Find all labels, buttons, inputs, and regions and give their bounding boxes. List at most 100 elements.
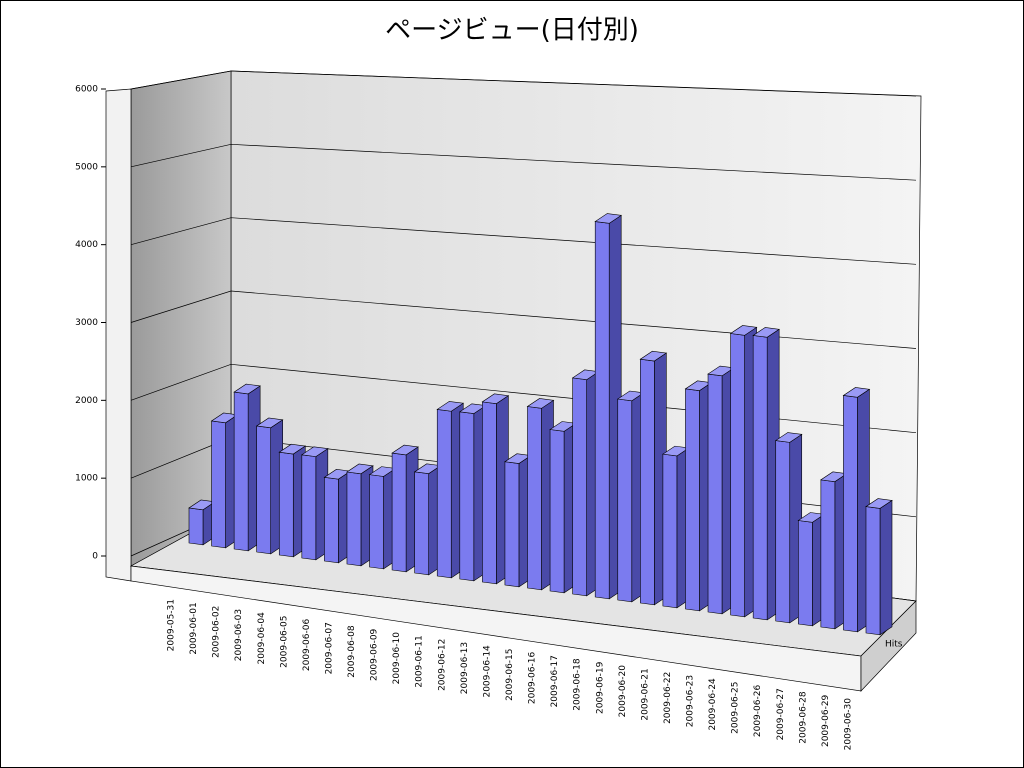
bar [707, 365, 735, 615]
grid-line [130, 290, 917, 349]
bar-front [391, 452, 407, 573]
bar [865, 498, 893, 636]
bar [526, 398, 555, 591]
bar-front [346, 471, 362, 567]
x-tick-label: 2009-06-29 [821, 694, 831, 747]
bar [346, 463, 374, 567]
bar [413, 463, 442, 576]
bar [436, 401, 465, 579]
bar-top [865, 498, 893, 509]
x-tick-label: 2009-06-01 [189, 602, 199, 654]
bar-front [707, 373, 723, 615]
bar-front [188, 507, 204, 546]
bar [797, 512, 826, 627]
x-tick-label: 2009-06-28 [798, 691, 808, 744]
bar [458, 403, 487, 582]
bar [278, 443, 307, 558]
bar-top [752, 327, 780, 338]
bar [571, 369, 600, 597]
bar-front [549, 429, 565, 594]
y-tick-label: 5000 [75, 162, 98, 172]
bar [549, 421, 577, 594]
bar-top [639, 350, 668, 362]
x-tick-label: 2009-06-18 [573, 658, 583, 711]
y-tick-label: 4000 [75, 240, 98, 250]
bar-front [414, 471, 429, 576]
x-tick-label: 2009-06-10 [392, 632, 402, 685]
bar-front [865, 506, 881, 636]
x-tick-label: 2009-06-19 [595, 661, 605, 714]
x-tick-label: 2009-06-12 [437, 639, 447, 691]
x-tick-label: 2009-06-14 [482, 645, 492, 698]
floor-side [860, 600, 917, 692]
bar [301, 446, 329, 561]
bar [255, 417, 284, 555]
y-tick-label: 6000 [75, 85, 98, 95]
bar-top [842, 387, 871, 398]
x-tick-label: 2009-06-05 [279, 616, 289, 668]
bar [842, 387, 871, 633]
bar-front [301, 454, 317, 561]
bar [820, 471, 848, 630]
x-tick-label: 2009-06-07 [324, 622, 334, 674]
x-tick-label: 2009-06-08 [347, 625, 357, 678]
bar [594, 213, 623, 600]
bar-front [820, 479, 836, 630]
bar-top [391, 444, 419, 456]
x-tick-label: 2009-06-22 [663, 672, 673, 724]
bar [639, 350, 668, 606]
x-tick-label: 2009-05-31 [167, 599, 177, 651]
bar-top [774, 432, 803, 443]
x-tick-label: 2009-06-11 [415, 635, 425, 687]
bar-front [730, 333, 745, 618]
bar-top [278, 443, 307, 455]
x-tick-label: 2009-06-30 [844, 698, 854, 751]
bar-front [843, 395, 858, 633]
bar-front [436, 409, 452, 579]
bar-front [278, 451, 294, 558]
x-tick-label: 2009-06-04 [257, 612, 267, 665]
bar-front [527, 406, 542, 591]
bar-top [481, 393, 510, 404]
bar [662, 445, 690, 609]
y-tick-label: 1000 [75, 474, 98, 484]
bar-front [369, 474, 384, 570]
bar-front [459, 411, 475, 582]
bar-top [346, 463, 374, 475]
grid-line [130, 143, 917, 181]
grid-line [130, 70, 917, 97]
bar-front [617, 398, 633, 603]
x-tick-label: 2009-06-13 [460, 642, 470, 694]
y-tick-label: 3000 [75, 318, 98, 328]
bar [368, 466, 397, 570]
x-tick-label: 2009-06-17 [550, 655, 560, 707]
bar [684, 380, 713, 612]
bar-front [233, 391, 249, 552]
x-tick-label: 2009-06-03 [234, 609, 244, 661]
bar-top [436, 401, 465, 412]
y-tick-label: 2000 [75, 396, 98, 406]
bar-front [775, 440, 791, 624]
x-tick-label: 2009-06-21 [640, 668, 650, 720]
bar-front [685, 388, 700, 612]
bar [233, 383, 261, 552]
chart-title: ページビュー(日付別) [385, 16, 639, 46]
y-tick-label: 0 [92, 552, 98, 562]
bar [752, 327, 780, 621]
x-tick-label: 2009-06-20 [618, 665, 628, 718]
bar-top [233, 383, 261, 395]
bar-top [255, 417, 284, 429]
bar [729, 325, 758, 618]
bar-front [211, 420, 226, 549]
bar-top [526, 398, 555, 409]
x-tick-label: 2009-06-02 [212, 606, 222, 658]
x-tick-label: 2009-06-26 [753, 685, 763, 738]
bar-front [662, 453, 678, 609]
bar-front [482, 401, 497, 585]
bar [210, 412, 239, 549]
bar-front [640, 358, 655, 606]
x-tick-label: 2009-06-23 [686, 675, 696, 727]
bar [481, 393, 510, 585]
